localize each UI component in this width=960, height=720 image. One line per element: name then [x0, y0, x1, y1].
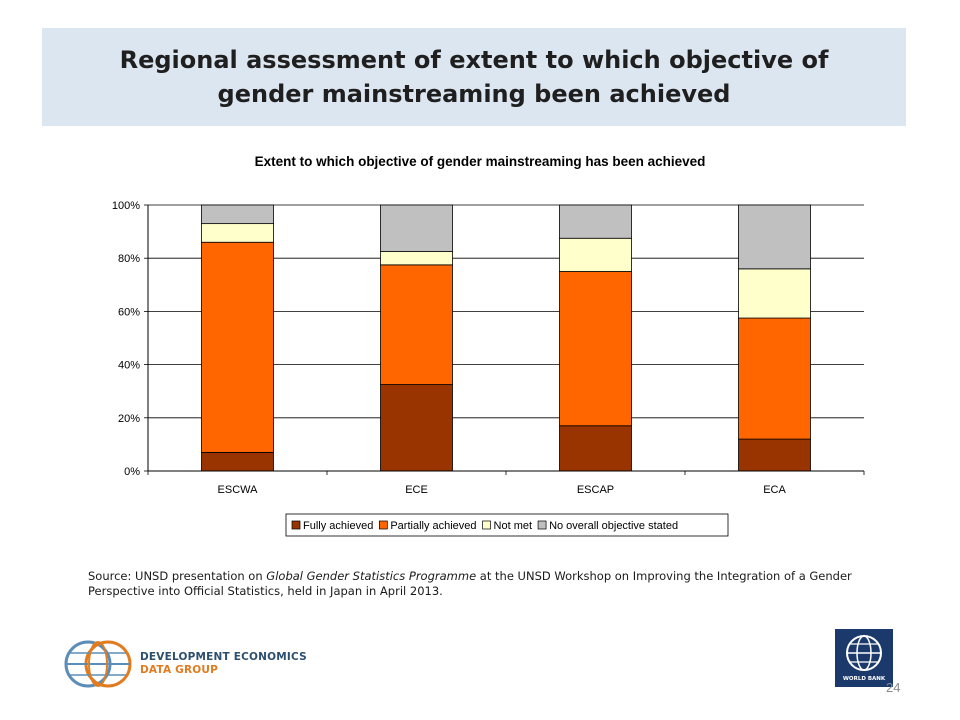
title-band: Regional assessment of extent to which o… [42, 28, 906, 126]
bar-partially-achieved [559, 271, 632, 427]
bar-partially-achieved [738, 317, 811, 440]
logo-text: DEVELOPMENT ECONOMICS DATA GROUP [140, 651, 307, 677]
legend-swatch-fully-achieved [291, 520, 301, 530]
legend-swatch-not-met [482, 520, 491, 530]
legend-label-partially-achieved: Partially achieved [390, 520, 476, 532]
page-number: 24 [886, 680, 901, 695]
bar-fully-achieved [559, 425, 632, 472]
x-tick-label: ESCWA [218, 484, 259, 496]
bar-fully-achieved [201, 451, 274, 472]
world-bank-logo [835, 629, 893, 687]
logo-line-2: DATA GROUP [140, 664, 219, 676]
y-tick-label: 0% [124, 466, 140, 478]
bar-no-overall-objective-stated [380, 204, 453, 252]
y-tick-label: 40% [118, 360, 140, 372]
legend-box [285, 513, 729, 537]
development-economics-globe-icon [64, 640, 132, 688]
bar-not-met [738, 268, 811, 319]
bar-no-overall-objective-stated [738, 204, 811, 270]
bar-not-met [559, 237, 632, 272]
bar-no-overall-objective-stated [201, 204, 274, 225]
source-note: Source: UNSD presentation on Global Gend… [88, 569, 908, 599]
legend-swatch-no-overall-objective-stated [537, 520, 547, 530]
bar-fully-achieved [380, 384, 453, 472]
bar-not-met [201, 223, 274, 243]
bar-fully-achieved [738, 438, 811, 472]
world-bank-globe-icon [846, 635, 882, 671]
bar-partially-achieved [380, 264, 453, 385]
legend-label-fully-achieved: Fully achieved [303, 520, 373, 532]
chart-title: Extent to which objective of gender main… [255, 154, 706, 169]
bar-not-met [380, 251, 453, 266]
x-tick-label: ECE [405, 484, 428, 496]
source-italic: Global Gender Statistics Programme [266, 569, 477, 583]
bar-no-overall-objective-stated [559, 204, 632, 239]
y-tick-label: 20% [118, 413, 140, 425]
slide-title: Regional assessment of extent to which o… [119, 46, 829, 108]
stacked-bar-chart: Extent to which objective of gender main… [112, 154, 865, 537]
y-tick-label: 100% [112, 200, 140, 212]
y-tick-label: 60% [118, 306, 140, 318]
bar-partially-achieved [201, 241, 274, 453]
x-tick-label: ESCAP [577, 484, 614, 496]
source-prefix: Source: UNSD presentation on [88, 569, 267, 583]
y-tick-label: 80% [118, 253, 140, 265]
legend-swatch-partially-achieved [378, 520, 388, 530]
source-suffix: at the UNSD Workshop on Improving the In… [88, 569, 852, 598]
legend-label-not-met: Not met [494, 520, 533, 532]
logo-line-1: DEVELOPMENT ECONOMICS [140, 651, 307, 663]
x-tick-label: ECA [763, 484, 786, 496]
world-bank-label: WORLD BANK [842, 676, 886, 682]
legend-label-no-overall-objective-stated: No overall objective stated [549, 520, 678, 532]
